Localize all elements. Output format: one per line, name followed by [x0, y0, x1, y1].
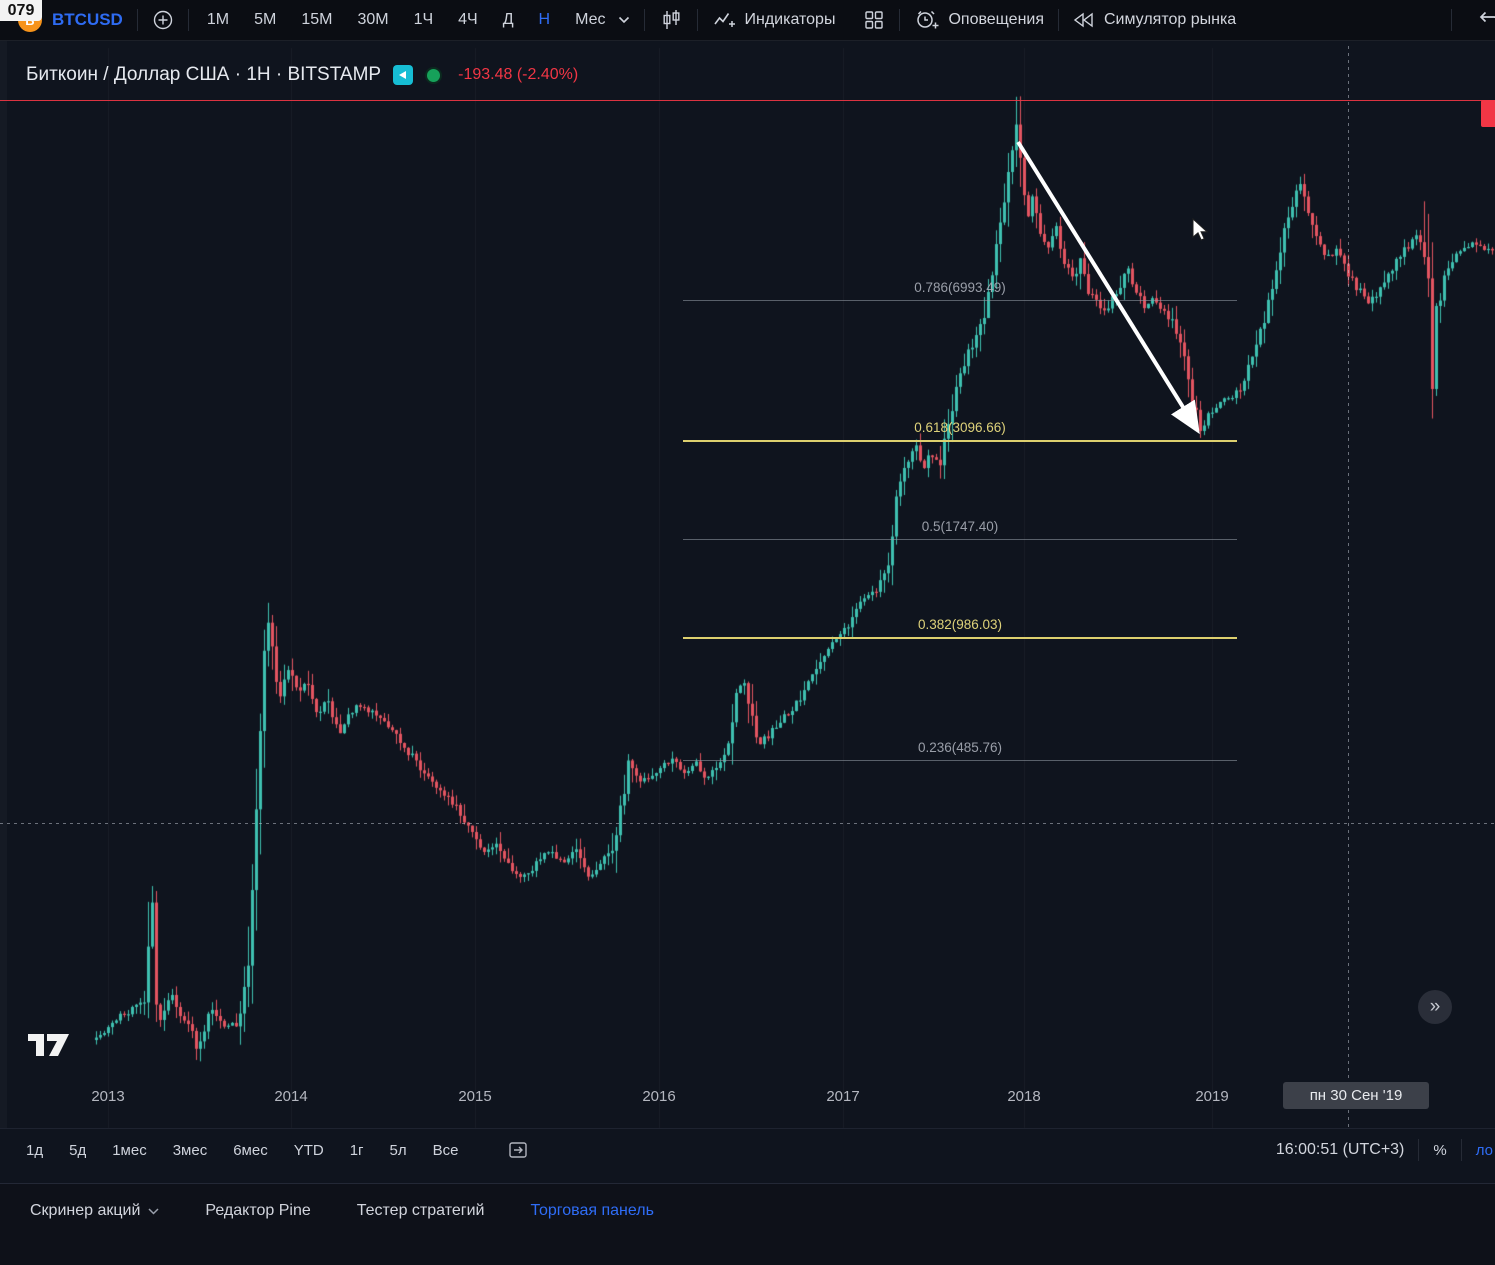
panel-tab-label: Торговая панель	[530, 1202, 654, 1219]
log-scale-button[interactable]: ло	[1475, 1141, 1493, 1159]
divider	[1451, 9, 1452, 31]
alert-price-tag	[1481, 100, 1495, 127]
rewind-icon	[1073, 12, 1093, 28]
bottom-panel-items: Скринер акций Редактор Pine Тестер стратег…	[0, 1184, 1495, 1238]
alarm-clock-icon	[917, 10, 939, 29]
divider	[187, 9, 189, 31]
symbol-button[interactable]: BTCUSD	[52, 10, 123, 29]
percent-scale-button[interactable]: %	[1433, 1141, 1447, 1159]
clock-label[interactable]: 16:00:51 (UTC+3)	[1275, 1141, 1405, 1158]
alerts-button[interactable]: Оповещения	[914, 8, 1044, 32]
broadcast-flag-icon[interactable]	[393, 65, 414, 85]
range-buttons: 1д 5д 1мес 3мес 6мес YTD 1г 5л Все	[0, 1142, 459, 1159]
panel-tab-2[interactable]: Редактор Pine	[205, 1202, 310, 1220]
range-button-9[interactable]: Все	[432, 1141, 459, 1159]
undo-button[interactable]	[1476, 10, 1495, 30]
indicators-icon	[713, 13, 735, 27]
timeframe-button-2[interactable]: 5М	[254, 11, 277, 28]
market-status-dot[interactable]	[425, 66, 443, 84]
crosshair-horizontal-line	[0, 823, 1495, 824]
crosshair-date-label: пн 30 Сен '19	[1283, 1082, 1429, 1109]
go-to-date-button[interactable]	[507, 1139, 529, 1161]
compare-add-button[interactable]	[152, 9, 174, 31]
indicators-label: Индикаторы	[744, 11, 836, 28]
divider	[1058, 9, 1059, 31]
alert-price-line[interactable]	[0, 100, 1495, 101]
divider	[696, 9, 698, 31]
divider	[643, 9, 645, 31]
x-axis-year-label: 2016	[642, 1088, 676, 1105]
chevron-down-icon	[148, 1207, 159, 1215]
axis-settings: 16:00:51 (UTC+3) % ло	[1276, 1139, 1495, 1161]
x-axis-year-label: 2013	[91, 1088, 125, 1105]
panel-tab-label: Редактор Pine	[205, 1202, 311, 1219]
range-button-1[interactable]: 1д	[26, 1141, 44, 1159]
chevrons-right-button[interactable]: »	[1418, 990, 1452, 1024]
market-simulator-label: Симулятор рынка	[1104, 11, 1237, 28]
legend-title[interactable]: Биткоин / Доллар США · 1Н · BITSTAMP	[26, 64, 382, 85]
timeframe-button-7[interactable]: Д	[502, 11, 514, 28]
tradingview-logo	[28, 1034, 69, 1056]
range-button-4[interactable]: 3мес	[172, 1141, 208, 1159]
range-toolbar: 1д 5д 1мес 3мес 6мес YTD 1г 5л Все 16:00:51 (UTC…	[0, 1128, 1495, 1171]
range-button-5[interactable]: 6мес	[233, 1141, 268, 1159]
timeframe-button-6[interactable]: 4Ч	[458, 11, 478, 28]
range-button-3[interactable]: 1мес	[112, 1141, 147, 1159]
divider	[1418, 1139, 1420, 1161]
timeframe-button-8[interactable]: Н	[538, 11, 551, 28]
divider	[136, 9, 138, 31]
alerts-label: Оповещения	[948, 11, 1044, 28]
x-axis-year-label: 2014	[274, 1088, 308, 1105]
timeframe-button-5[interactable]: 1Ч	[413, 11, 434, 28]
time-axis[interactable]: 2013 2014 2015 2016 2017 2018 2019	[0, 1088, 1495, 1112]
panel-tab-4[interactable]: Торговая панель	[530, 1202, 653, 1220]
candle-style-icon	[662, 10, 679, 29]
timeframe-menu-button[interactable]	[618, 16, 630, 24]
panel-tab-3[interactable]: Тестер стратегий	[357, 1202, 485, 1220]
chart-legend[interactable]: Биткоин / Доллар США · 1Н · BITSTAMP -19…	[26, 64, 578, 86]
market-simulator-button[interactable]: Симулятор рынка	[1073, 11, 1236, 29]
overlay-counter-badge: 079	[0, 0, 42, 21]
range-button-6[interactable]: YTD	[293, 1141, 324, 1159]
timeframe-button-3[interactable]: 15М	[301, 11, 333, 28]
timeframe-group: 1М 5М 15М 30М 1Ч 4Ч Д Н Мес	[207, 11, 606, 29]
undo-arrow-icon	[1479, 11, 1495, 23]
timeframe-button-9[interactable]: Мес	[575, 11, 606, 28]
price-change-text: -193.48 (-2.40%)	[458, 66, 579, 83]
panel-tab-1[interactable]: Скринер акций	[30, 1202, 159, 1220]
range-button-8[interactable]: 5л	[389, 1141, 407, 1159]
x-axis-year-label: 2017	[826, 1088, 860, 1105]
timeframe-button-1[interactable]: 1М	[206, 11, 230, 28]
x-axis-year-label: 2015	[458, 1088, 492, 1105]
chevron-down-icon	[618, 16, 629, 24]
plus-circle-icon	[153, 10, 173, 30]
crosshair-vertical-line	[1348, 46, 1349, 1128]
go-to-date-icon	[508, 1142, 527, 1158]
timeframe-button-4[interactable]: 30М	[357, 11, 389, 28]
bottom-panel-bar: Скринер акций Редактор Pine Тестер стратег…	[0, 1183, 1495, 1265]
panel-tab-label: Скринер акций	[30, 1202, 141, 1219]
x-axis-year-label: 2018	[1007, 1088, 1041, 1105]
range-button-2[interactable]: 5д	[69, 1141, 87, 1159]
x-axis-year-label: 2019	[1195, 1088, 1229, 1105]
panel-tab-label: Тестер стратегий	[356, 1202, 485, 1219]
indicators-button[interactable]: Индикаторы	[712, 8, 836, 32]
chart-style-button[interactable]	[659, 8, 683, 32]
layout-grid-icon	[865, 11, 884, 29]
layout-button[interactable]	[863, 9, 885, 31]
divider	[899, 9, 901, 31]
range-button-7[interactable]: 1г	[349, 1141, 364, 1159]
divider	[1460, 1139, 1462, 1161]
left-edge-strip	[0, 40, 7, 1130]
